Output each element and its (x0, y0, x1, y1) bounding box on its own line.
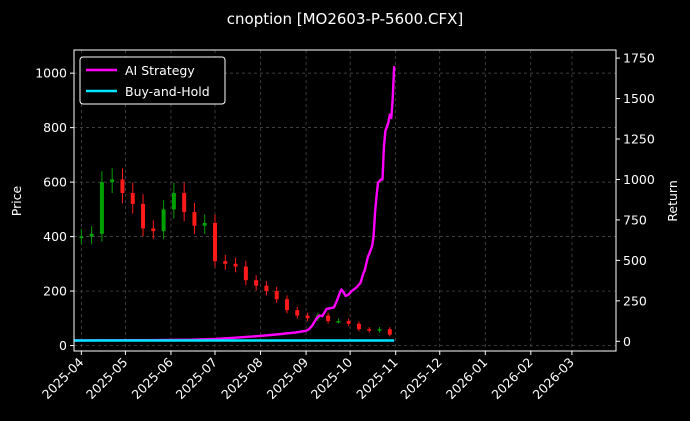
candle-body (254, 280, 259, 286)
y2-tick-label: 1000 (623, 172, 655, 187)
candle-body (182, 193, 187, 213)
y-tick-label: 600 (43, 175, 67, 190)
candle-body (89, 233, 94, 237)
candle-body (284, 299, 289, 311)
y-axis-label-right: Return (665, 180, 680, 221)
y2-tick-label: 1250 (623, 132, 655, 147)
y2-tick-label: 0 (623, 334, 631, 349)
candlestick-layer (79, 168, 392, 337)
y-tick-label: 800 (43, 120, 67, 135)
plot-frame (73, 49, 617, 352)
candle-body (213, 222, 218, 262)
candle-body (367, 329, 372, 331)
grid-layer (74, 50, 616, 351)
x-tick-label: 2025-04 (39, 354, 87, 402)
y-axis-left: 0 200 400 600 800 1000 (35, 66, 74, 353)
x-tick-label: 2025-11 (353, 355, 401, 403)
x-tick-label: 2025-06 (129, 354, 177, 402)
y-tick-label: 200 (43, 284, 67, 299)
candle-body (161, 209, 166, 232)
y2-tick-label: 1750 (623, 51, 655, 66)
x-tick-label: 2026-01 (443, 355, 491, 403)
candle-body (274, 291, 279, 300)
candle-body (326, 315, 331, 322)
x-tick-label: 2025-12 (397, 355, 445, 403)
y2-tick-label: 750 (623, 212, 647, 227)
y-axis-right: 0 250 500 750 1000 1250 1500 1750 (616, 51, 655, 349)
candle-body (141, 203, 146, 229)
x-tick-label: 2025-10 (308, 354, 356, 402)
x-tick-label: 2025-09 (264, 354, 312, 402)
candle-body (120, 179, 125, 194)
x-tick-label: 2026-03 (530, 355, 578, 403)
legend: AI Strategy Buy-and-Hold (79, 56, 226, 105)
candle-body (233, 263, 238, 267)
candle-body (223, 261, 228, 264)
y-axis-label-left: Price (9, 185, 24, 216)
candle-body (336, 321, 341, 323)
candle-body (356, 323, 361, 330)
chart-title: cnoption [MO2603-P-5600.CFX] (227, 10, 463, 28)
candle-body (387, 329, 392, 335)
candle-body (171, 193, 176, 210)
candle-body (295, 310, 300, 316)
legend-label-buy-and-hold: Buy-and-Hold (125, 84, 210, 99)
x-tick-label: 2025-08 (218, 354, 266, 402)
candle-body (264, 285, 269, 292)
candle-body (130, 193, 135, 204)
candle-body (305, 315, 310, 319)
x-tick-label: 2026-02 (488, 355, 536, 403)
x-axis: 2025-042025-052025-062025-072025-082025-… (39, 351, 577, 402)
candle-body (79, 236, 84, 239)
candle-body (243, 266, 248, 281)
candle-body (377, 329, 382, 331)
candle-body (192, 212, 197, 226)
candle-body (346, 321, 351, 324)
y2-tick-label: 500 (623, 253, 647, 268)
y-tick-label: 0 (59, 338, 67, 353)
candle-body (151, 228, 156, 232)
y-tick-label: 400 (43, 229, 67, 244)
y2-tick-label: 1500 (623, 91, 655, 106)
series-layer (73, 66, 396, 342)
candle-body (202, 222, 207, 226)
candle-body (110, 179, 115, 183)
ai-strategy-line (73, 66, 396, 342)
y-tick-label: 1000 (35, 66, 67, 81)
x-tick-label: 2025-05 (83, 355, 131, 403)
candle-body (99, 182, 104, 234)
legend-label-ai-strategy: AI Strategy (125, 63, 195, 78)
x-tick-label: 2025-07 (173, 355, 221, 403)
y2-tick-label: 250 (623, 293, 647, 308)
